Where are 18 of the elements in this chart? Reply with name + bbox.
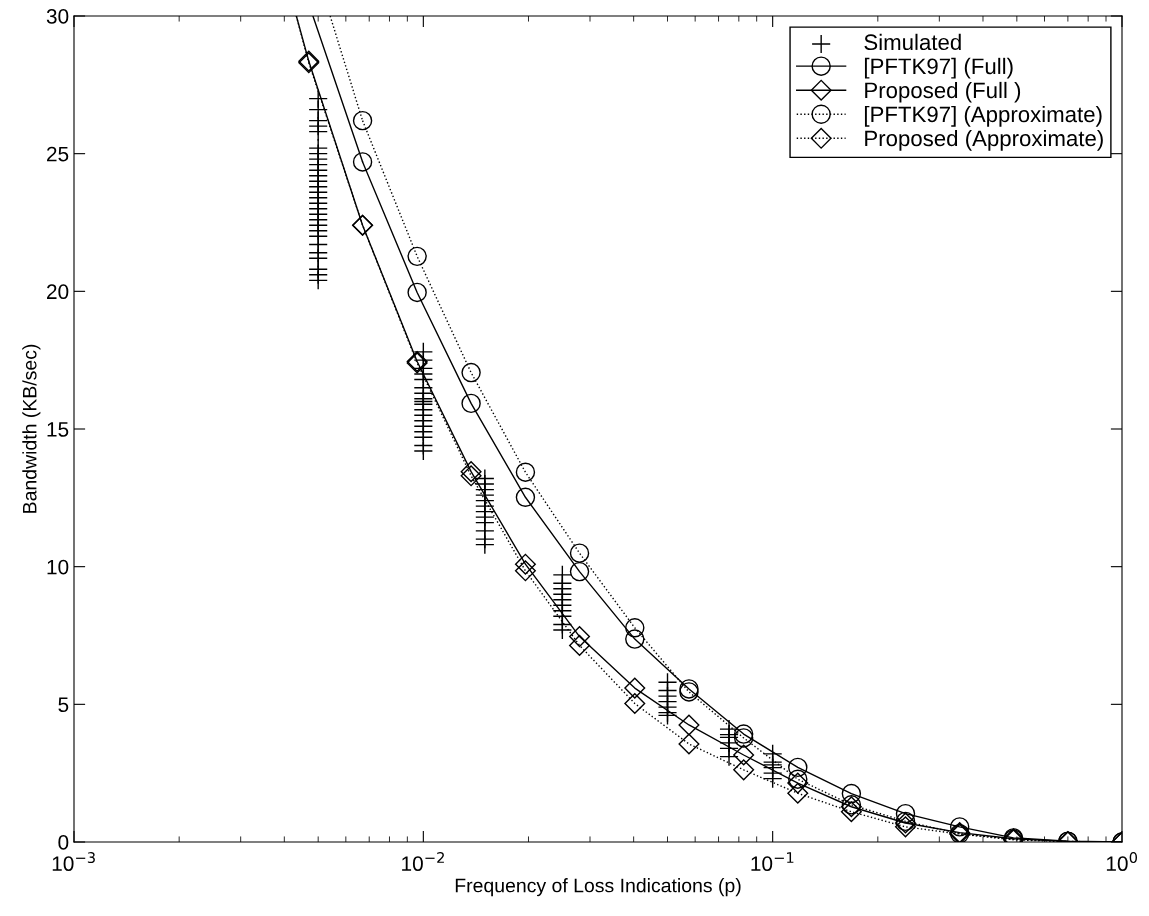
y-tick-label: 0 [58, 835, 69, 850]
legend-label: Proposed (Approximate) [865, 129, 1103, 151]
x-tick-label: 10$^{−3}$ [52, 852, 95, 872]
legend-label: [PFTK97] (Approximate) [864, 105, 1102, 127]
x-tick-label: 10$^{0}$ [1106, 852, 1138, 872]
y-tick-label: 30 [46, 9, 69, 24]
legend-label: Simulated [864, 33, 961, 51]
y-axis-title: Bandwidth (KB/sec) [22, 344, 41, 513]
y-tick-label: 5 [58, 697, 69, 713]
x-tick-label: 10$^{−2}$ [402, 852, 444, 872]
legend-label: [PFTK97] (Full) [864, 57, 1013, 79]
y-tick-label: 15 [47, 422, 69, 437]
y-tick-label: 25 [47, 146, 69, 162]
y-tick-label: 20 [47, 284, 69, 300]
x-tick-label: 10$^{−1}$ [751, 852, 794, 872]
y-tick-label: 10 [47, 559, 69, 575]
x-axis-title: Frequency of Loss Indications (p) [455, 878, 741, 897]
legend-label: Proposed (Full ) [865, 81, 1021, 103]
